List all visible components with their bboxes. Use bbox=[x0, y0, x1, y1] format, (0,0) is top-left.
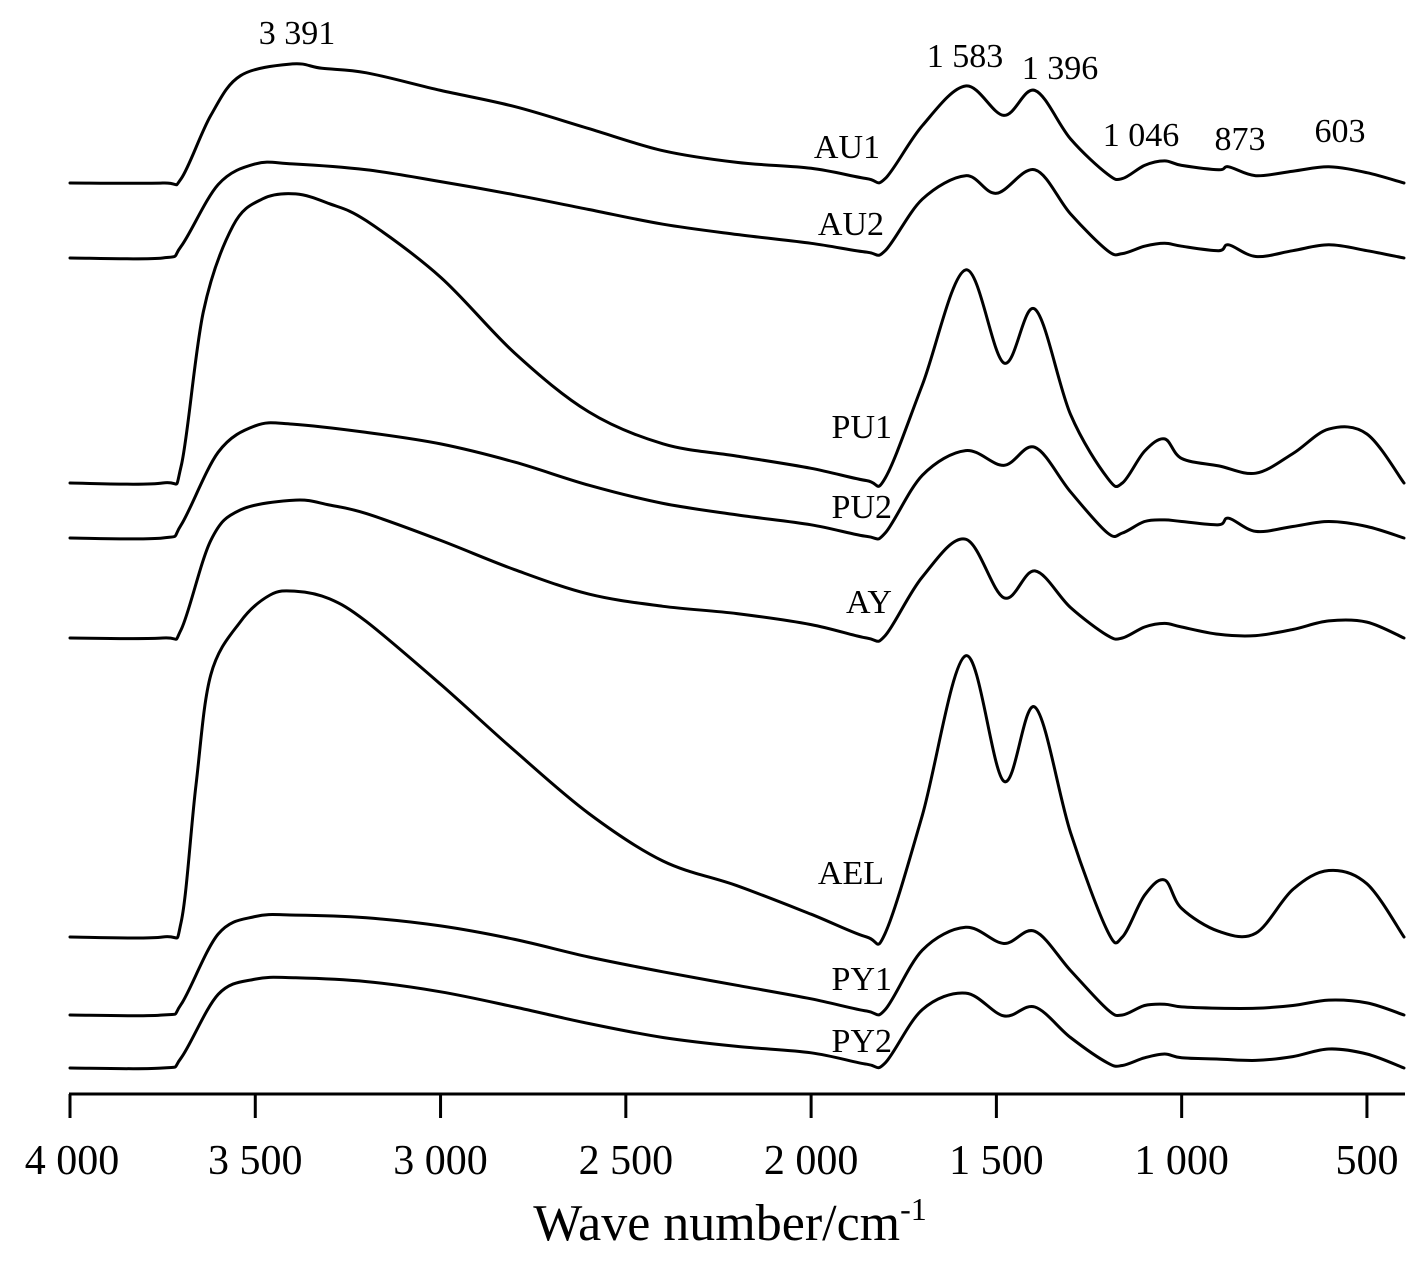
peak-label-603: 603 bbox=[1315, 113, 1366, 150]
x-tick-label-2500: 2 500 bbox=[579, 1138, 674, 1184]
series-label-au2: AU2 bbox=[818, 206, 884, 243]
series-label-ay: AY bbox=[846, 584, 892, 621]
series-label-pu1: PU1 bbox=[832, 409, 892, 446]
series-line-ael bbox=[68, 589, 1406, 946]
series-line-py2 bbox=[68, 975, 1406, 1071]
series-line-ay bbox=[68, 498, 1406, 643]
x-tick-label-3500: 3 500 bbox=[208, 1138, 303, 1184]
series-label-py1: PY1 bbox=[832, 961, 892, 998]
spectrum-traces bbox=[68, 62, 1406, 1071]
series-line-py1 bbox=[68, 913, 1406, 1018]
x-tick-label-1000: 1 000 bbox=[1134, 1138, 1229, 1184]
peak-label-1396: 1 396 bbox=[1022, 50, 1099, 87]
series-line-au1 bbox=[68, 62, 1406, 187]
series-label-ael: AEL bbox=[818, 855, 884, 892]
series-labels: AU1 AU2 PU1 PU2 AY AEL PY1 PY2 bbox=[814, 129, 892, 1060]
series-label-au1: AU1 bbox=[814, 129, 880, 166]
series-line-au2 bbox=[68, 160, 1406, 261]
series-label-py2: PY2 bbox=[832, 1023, 892, 1060]
series-line-pu2 bbox=[68, 421, 1406, 541]
x-tick-label-2000: 2 000 bbox=[764, 1138, 859, 1184]
peak-label-3391: 3 391 bbox=[259, 15, 336, 52]
peak-label-1583: 1 583 bbox=[927, 38, 1004, 75]
x-axis-title-superscript: -1 bbox=[900, 1191, 927, 1227]
series-label-pu2: PU2 bbox=[832, 489, 892, 526]
peak-label-1046: 1 046 bbox=[1103, 117, 1180, 154]
x-tick-label-3000: 3 000 bbox=[393, 1138, 488, 1184]
x-axis: 4 000 3 500 3 000 2 500 2 000 1 500 1 000 500 bbox=[25, 1092, 1405, 1184]
x-axis-title-text: Wave number/cm bbox=[533, 1195, 900, 1252]
x-tick-label-1500: 1 500 bbox=[949, 1138, 1044, 1184]
series-line-pu1 bbox=[68, 192, 1406, 489]
x-tick-label-4000: 4 000 bbox=[25, 1138, 120, 1184]
x-axis-title: Wave number/cm-1 bbox=[533, 1191, 927, 1252]
x-tick-label-500: 500 bbox=[1335, 1138, 1398, 1184]
peak-label-873: 873 bbox=[1215, 121, 1266, 158]
